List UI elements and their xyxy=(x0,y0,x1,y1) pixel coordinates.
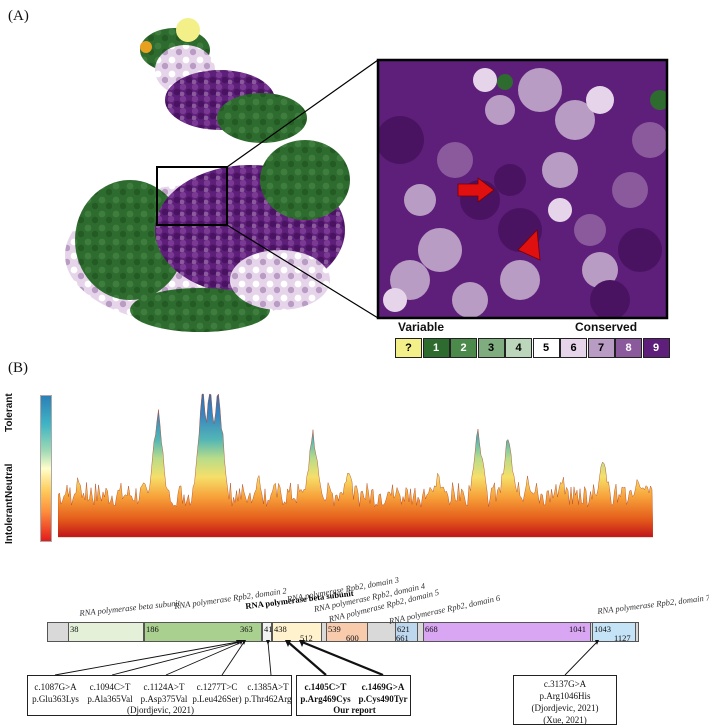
protein-domain-bar xyxy=(47,622,639,642)
legend-cell-4: 4 xyxy=(505,338,532,358)
protein-main-body xyxy=(65,140,350,332)
variant-box-djordjevic: c.1087G>A p.Glu363Lys c.1094C>T p.Ala365Va… xyxy=(27,675,292,716)
variant-box-1-citation: (Djordjevic, 2021) xyxy=(127,705,194,715)
zoom-inset xyxy=(376,58,669,320)
mutation-arrowhead-icon xyxy=(517,229,541,261)
domain-label-4: RNA polymerase Rpb2, domain 3 xyxy=(286,574,400,604)
legend-cell-unknown: ? xyxy=(395,338,422,358)
legend-variable-label: Variable xyxy=(398,320,445,334)
tolerance-axis-neutral: Neutral xyxy=(4,463,15,498)
domain-label-1: RNA polymerase beta subunit xyxy=(78,597,181,618)
domain-label-2: RNA polymerase Rpb2, domain 2 xyxy=(173,585,288,611)
variant-connectors xyxy=(54,640,599,677)
legend-cell-1: 1 xyxy=(422,338,450,358)
legend-cell-7: 7 xyxy=(587,338,615,358)
tolerance-area xyxy=(58,393,653,538)
tolerance-axis-intolerant: Intolerant xyxy=(4,498,15,544)
tolerance-landscape-plot xyxy=(58,393,653,538)
zoom-selection-box xyxy=(156,166,228,226)
legend-conserved-label: Conserved xyxy=(575,320,638,334)
conservation-legend: ? 1 2 3 4 5 6 7 8 9 xyxy=(395,338,670,358)
variant-box-arg1046his: c.3137G>A p.Arg1046His (Djordjevic, 2021… xyxy=(513,675,617,725)
legend-cell-8: 8 xyxy=(615,338,642,358)
mutation-arrow-icon xyxy=(457,177,495,203)
protein-upper-lobe xyxy=(140,18,307,143)
tolerance-colorbar xyxy=(40,395,52,542)
domain-label-6: RNA polymerase Rpb2, domain 5 xyxy=(327,586,441,624)
tolerance-axis-tolerant: Tolerant xyxy=(4,393,15,432)
domain-label-3: RNA polymerase beta subunit xyxy=(244,587,355,611)
domain-label-5: RNA polymerase Rpb2, domain 4 xyxy=(312,580,426,614)
panel-a-label: (A) xyxy=(8,8,29,24)
variant-box-our-report: c.1405C>T p.Arg469Cys c.1469G>A p.Cys490Ty… xyxy=(296,675,411,716)
domain-label-8: RNA polymerase Rpb2, domain 7 xyxy=(596,592,709,616)
legend-cell-2: 2 xyxy=(450,338,477,358)
legend-cell-5: 5 xyxy=(532,338,560,358)
legend-cell-9: 9 xyxy=(642,338,670,358)
variant-box-2-citation: Our report xyxy=(333,705,376,715)
domain-label-7: RNA polymerase Rpb2, domain 6 xyxy=(387,592,501,626)
legend-cell-3: 3 xyxy=(477,338,505,358)
protein-structure-figure xyxy=(65,18,669,332)
panel-b-label: (B) xyxy=(8,360,28,376)
legend-cell-6: 6 xyxy=(560,338,587,358)
